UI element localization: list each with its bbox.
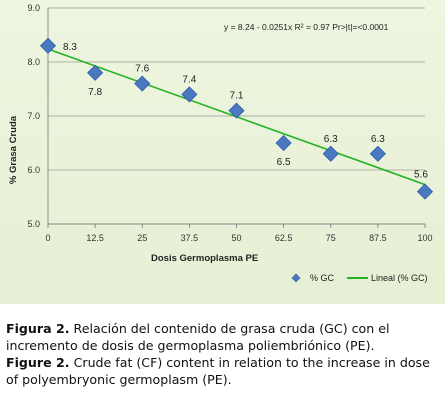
scatter-chart: 5.0 6.0 7.0 8.0 9.0 0 12.5 25 37.5 50 62.5 75 87.5 10… [8, 3, 434, 283]
data-point-label: 6.3 [324, 134, 338, 145]
legend-label-trend: Lineal (% GC) [371, 273, 428, 283]
data-point-marker [181, 86, 198, 103]
data-point-label: 7.8 [88, 87, 102, 98]
data-point-marker [134, 75, 151, 92]
legend-diamond-marker [291, 273, 301, 283]
caption-spanish: Figura 2. Relación del contenido de gras… [6, 320, 440, 354]
data-point-marker [39, 37, 57, 54]
x-tick-label: 62.5 [275, 233, 293, 243]
x-tick-label: 0 [45, 233, 50, 243]
x-tick-label: 37.5 [181, 233, 199, 243]
x-tick-label: 50 [231, 233, 241, 243]
data-points: 8.3 7.8 7.6 7.4 7.1 6.5 6.3 6.3 5.6 [39, 37, 434, 200]
y-tick-label: 8.0 [27, 57, 40, 67]
data-point-marker [275, 134, 292, 152]
y-tick-label: 5.0 [27, 219, 40, 229]
data-point-label: 8.3 [63, 42, 77, 53]
y-tick-label: 7.0 [27, 111, 40, 121]
data-point-label: 6.3 [371, 134, 385, 145]
y-tick-label: 9.0 [27, 3, 40, 13]
x-tick-label: 12.5 [86, 233, 104, 243]
data-point-label: 6.5 [277, 157, 291, 168]
caption-spanish-text: Relación del contenido de grasa cruda (G… [6, 321, 390, 353]
data-point-label: 7.4 [182, 74, 196, 85]
data-point-marker [228, 102, 245, 119]
data-point-label: 5.6 [414, 170, 428, 181]
data-point-marker [369, 145, 386, 162]
legend: % GC Lineal (% GC) [291, 273, 428, 283]
data-point-label: 7.1 [230, 91, 244, 102]
chart-panel: 5.0 6.0 7.0 8.0 9.0 0 12.5 25 37.5 50 62.5 75 87.5 10… [0, 0, 445, 304]
caption-english-text: Crude fat (CF) content in relation to th… [6, 355, 430, 387]
figure-caption: Figura 2. Relación del contenido de gras… [6, 320, 440, 388]
data-point-marker [322, 145, 339, 162]
caption-english-label: Figure 2. [6, 355, 70, 370]
x-tick-label: 25 [137, 233, 147, 243]
x-tick-label: 87.5 [369, 233, 387, 243]
data-point-label: 7.6 [135, 64, 149, 75]
regression-equation: y = 8.24 - 0.0251x R² = 0.97 Pr>|t|=<0.0… [224, 22, 389, 32]
caption-spanish-label: Figura 2. [6, 321, 70, 336]
y-tick-label: 6.0 [27, 165, 40, 175]
data-point-marker [87, 64, 104, 81]
x-tick-label: 75 [326, 233, 336, 243]
caption-english: Figure 2. Crude fat (CF) content in rela… [6, 354, 440, 388]
legend-label-points: % GC [310, 273, 335, 283]
data-point-marker [416, 183, 434, 200]
x-tick-label: 100 [417, 233, 432, 243]
axes: 5.0 6.0 7.0 8.0 9.0 0 12.5 25 37.5 50 62.5 75 87.5 10… [27, 3, 432, 243]
y-axis-title: % Grasa Cruda [8, 115, 19, 184]
x-axis-title: Dosis Germoplasma PE [151, 253, 258, 264]
